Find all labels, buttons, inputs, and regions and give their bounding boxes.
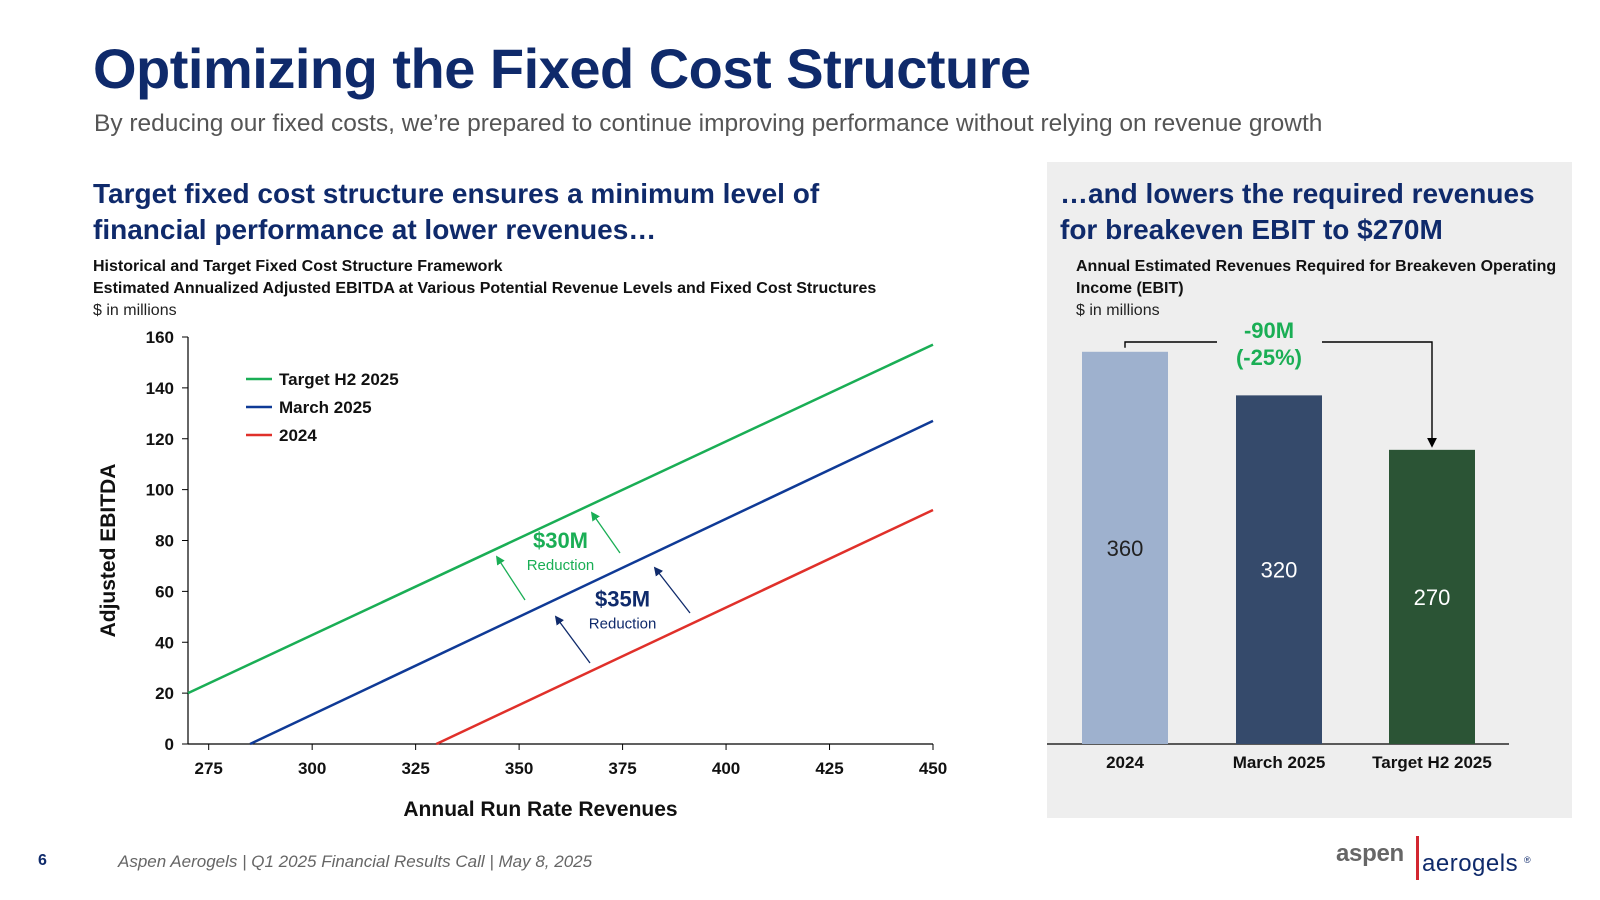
reduction-label: Reduction [589,616,657,633]
bar-value-label: 270 [1414,585,1451,610]
x-axis-label: Annual Run Rate Revenues [403,798,677,821]
x-tick-label: 325 [401,759,429,778]
bar-chart: 360 2024 320 March 2025 270 Target H2 2025 -90… [1047,320,1509,772]
y-tick-label: 20 [155,684,174,703]
reduction-arrow [653,566,691,614]
series-line-2 [249,419,934,746]
legend-label: Target H2 2025 [279,370,399,389]
reduction-arrow [496,555,526,601]
y-axis-label: Adjusted EBITDA [97,464,120,638]
reduction-value: $35M [595,587,650,612]
left-section-heading: Target fixed cost structure ensures a mi… [93,178,820,245]
logo-divider [1416,836,1419,880]
legend-label: March 2025 [279,398,372,417]
x-tick-label: 375 [608,759,636,778]
y-tick-label: 0 [165,735,174,754]
reduction-percent: (-25%) [1236,345,1302,370]
bar-chart-desc-1: Annual Estimated Revenues Required for B… [1076,258,1557,297]
bar-chart-description: Annual Estimated Revenues Required for B… [1076,256,1566,322]
logo-text-aspen: aspen [1336,840,1404,867]
bar-2 [1236,395,1322,744]
page-number: 6 [38,852,47,869]
line-chart-desc-1: Historical and Target Fixed Cost Structu… [93,258,503,275]
bar-category-label: March 2025 [1233,753,1326,772]
logo-text-aerogels: aerogels [1422,850,1519,877]
y-tick-label: 160 [146,328,174,347]
reduction-value: $30M [533,528,588,553]
bar-category-label: Target H2 2025 [1372,753,1492,772]
bracket-left [1124,341,1217,348]
slide-subtitle: By reducing our fixed costs, we’re prepa… [94,110,1323,137]
y-tick-label: 80 [155,532,174,551]
logo-registered-mark: ® [1524,855,1531,865]
reduction-arrow [590,511,621,554]
slide-title: Optimizing the Fixed Cost Structure [93,37,1031,100]
line-chart: 0 20 40 60 80 100 120 140 160 275 300 325 350 375 400 4… [97,328,947,821]
bar-value-label: 360 [1107,536,1144,561]
line-chart-description: Historical and Target Fixed Cost Structu… [93,256,876,322]
bar-chart-units: $ in millions [1076,302,1160,319]
legend-label: 2024 [279,426,317,445]
bar-1 [1082,351,1168,744]
series-line-3 [435,508,934,746]
footer-text: Aspen Aerogels | Q1 2025 Financial Resul… [118,852,593,871]
y-tick-label: 60 [155,582,174,601]
y-tick-label: 40 [155,633,174,652]
line-chart-desc-2: Estimated Annualized Adjusted EBITDA at … [93,280,877,297]
x-tick-label: 275 [195,759,223,778]
x-tick-label: 425 [815,759,843,778]
x-tick-label: 350 [505,759,533,778]
y-tick-label: 140 [146,379,174,398]
reduction-arrow [554,615,591,664]
x-tick-label: 450 [919,759,947,778]
reduction-label: Reduction [527,557,595,574]
bar-value-label: 320 [1261,558,1298,583]
reduction-amount: -90M [1244,320,1294,343]
bar-3 [1389,449,1475,744]
bar-category-label: 2024 [1106,753,1144,772]
series-line-1 [187,343,934,695]
line-chart-units: $ in millions [93,302,177,319]
y-tick-label: 100 [146,481,174,500]
bracket-right-arrow [1322,341,1437,448]
x-tick-label: 300 [298,759,326,778]
x-tick-label: 400 [712,759,740,778]
right-section-heading: …and lowers the required revenues for br… [1060,178,1535,245]
y-tick-label: 120 [146,430,174,449]
